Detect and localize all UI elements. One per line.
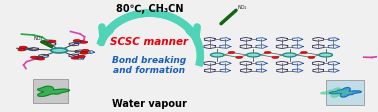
Polygon shape <box>321 88 352 97</box>
Circle shape <box>308 57 315 59</box>
Circle shape <box>236 57 242 59</box>
Text: Water vapour: Water vapour <box>112 98 187 108</box>
Circle shape <box>228 52 235 54</box>
Circle shape <box>37 58 45 60</box>
Circle shape <box>319 53 333 57</box>
Text: SCSC manner: SCSC manner <box>110 37 189 47</box>
Circle shape <box>264 52 271 54</box>
Circle shape <box>272 57 279 59</box>
Circle shape <box>40 42 48 44</box>
Circle shape <box>31 57 38 59</box>
Circle shape <box>82 50 89 52</box>
Circle shape <box>77 56 85 58</box>
Text: 80℃, CH₃CN: 80℃, CH₃CN <box>116 4 183 14</box>
Circle shape <box>211 53 224 57</box>
Circle shape <box>71 57 79 60</box>
Circle shape <box>246 53 260 57</box>
Text: NO₂: NO₂ <box>34 35 43 40</box>
Text: NO₂: NO₂ <box>237 5 246 10</box>
Circle shape <box>48 41 56 43</box>
Circle shape <box>18 49 25 51</box>
Polygon shape <box>37 86 70 97</box>
Circle shape <box>283 53 296 57</box>
Circle shape <box>80 52 88 55</box>
Circle shape <box>73 40 81 42</box>
Bar <box>33 79 68 104</box>
Polygon shape <box>329 88 362 97</box>
Bar <box>327 80 364 105</box>
Circle shape <box>19 47 27 49</box>
Circle shape <box>80 42 88 44</box>
Text: Bond breaking
and formation: Bond breaking and formation <box>112 55 187 74</box>
Circle shape <box>51 49 67 53</box>
Circle shape <box>301 52 307 54</box>
